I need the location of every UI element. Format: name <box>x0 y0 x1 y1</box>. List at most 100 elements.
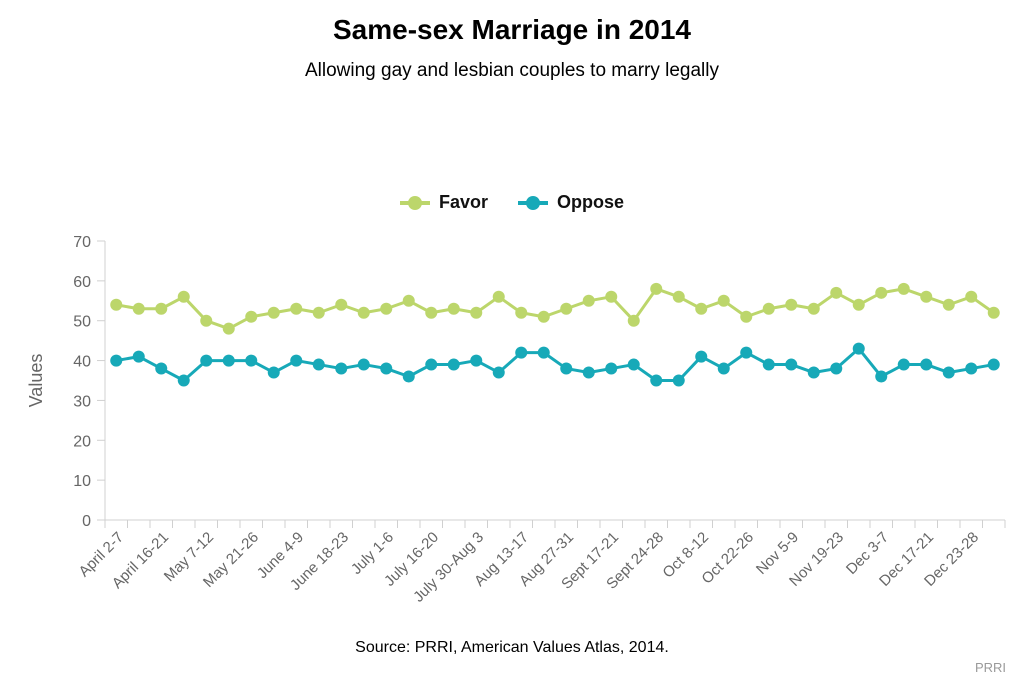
legend-dot-oppose <box>526 195 540 210</box>
data-point-favor <box>717 294 730 307</box>
data-point-favor <box>425 306 438 319</box>
data-point-oppose <box>132 350 145 363</box>
data-point-favor <box>312 306 325 319</box>
data-point-oppose <box>785 358 798 371</box>
data-point-favor <box>267 306 280 319</box>
data-point-favor <box>785 298 798 311</box>
data-point-favor <box>897 282 910 295</box>
data-point-oppose <box>515 346 528 359</box>
data-point-oppose <box>312 358 325 371</box>
legend-label-favor: Favor <box>438 192 488 212</box>
source-note: Source: PRRI, American Values Atlas, 201… <box>355 639 669 656</box>
data-point-oppose <box>672 374 685 387</box>
data-point-favor <box>650 282 663 295</box>
data-point-favor <box>830 286 843 299</box>
data-point-favor <box>290 302 303 315</box>
data-point-oppose <box>762 358 775 371</box>
data-point-oppose <box>380 362 393 375</box>
data-point-favor <box>695 302 708 315</box>
y-tick-label: 30 <box>73 393 91 410</box>
data-point-oppose <box>695 350 708 363</box>
data-point-favor <box>852 298 865 311</box>
y-tick-label: 50 <box>73 314 91 331</box>
data-point-oppose <box>582 366 595 379</box>
y-tick-label: 10 <box>73 473 91 490</box>
data-point-favor <box>492 290 505 303</box>
data-point-oppose <box>177 374 190 387</box>
data-point-favor <box>987 306 1000 319</box>
data-point-oppose <box>200 354 213 367</box>
chart-title: Same-sex Marriage in 2014 <box>333 14 691 45</box>
data-point-favor <box>627 314 640 327</box>
data-point-oppose <box>222 354 235 367</box>
data-point-oppose <box>470 354 483 367</box>
data-point-oppose <box>447 358 460 371</box>
data-point-oppose <box>650 374 663 387</box>
data-point-oppose <box>875 370 888 383</box>
data-point-oppose <box>425 358 438 371</box>
data-point-favor <box>605 290 618 303</box>
y-axis-title: Values <box>26 354 46 408</box>
data-point-favor <box>447 302 460 315</box>
legend-item-oppose[interactable]: Oppose <box>518 192 624 213</box>
data-point-oppose <box>605 362 618 375</box>
data-point-favor <box>402 294 415 307</box>
y-tick-label: 40 <box>73 354 91 371</box>
data-point-oppose <box>965 362 978 375</box>
legend-marker-favor <box>399 195 430 210</box>
data-point-favor <box>807 302 820 315</box>
data-point-oppose <box>335 362 348 375</box>
legend-label-oppose: Oppose <box>557 192 625 212</box>
data-point-oppose <box>807 366 820 379</box>
credit-label: PRRI <box>974 660 1006 675</box>
data-point-favor <box>740 310 753 323</box>
data-point-oppose <box>492 366 505 379</box>
data-point-favor <box>335 298 348 311</box>
data-point-oppose <box>852 342 865 355</box>
data-point-favor <box>942 298 955 311</box>
data-point-oppose <box>110 354 123 367</box>
data-point-oppose <box>560 362 573 375</box>
data-point-favor <box>762 302 775 315</box>
data-point-oppose <box>942 366 955 379</box>
series-layer <box>110 282 1000 387</box>
data-point-favor <box>515 306 528 319</box>
data-point-favor <box>222 322 235 335</box>
data-point-favor <box>200 314 213 327</box>
y-tick-label: 70 <box>73 234 91 251</box>
data-point-oppose <box>357 358 370 371</box>
data-point-favor <box>582 294 595 307</box>
data-point-oppose <box>290 354 303 367</box>
data-point-oppose <box>987 358 1000 371</box>
data-point-oppose <box>245 354 258 367</box>
data-point-oppose <box>402 370 415 383</box>
data-point-oppose <box>740 346 753 359</box>
data-point-oppose <box>920 358 933 371</box>
series-line-favor <box>115 287 995 331</box>
data-point-oppose <box>830 362 843 375</box>
chart-subtitle: Allowing gay and lesbian couples to marr… <box>304 60 719 81</box>
data-point-oppose <box>537 346 550 359</box>
data-point-favor <box>132 302 145 315</box>
data-point-favor <box>560 302 573 315</box>
data-point-favor <box>965 290 978 303</box>
data-point-favor <box>245 310 258 323</box>
data-point-oppose <box>267 366 280 379</box>
data-point-oppose <box>717 362 730 375</box>
data-point-favor <box>155 302 168 315</box>
legend-dot-favor <box>407 195 422 210</box>
data-point-favor <box>380 302 393 315</box>
data-point-oppose <box>155 362 168 375</box>
data-point-oppose <box>897 358 910 371</box>
series-line-oppose <box>115 347 995 382</box>
legend-item-favor[interactable]: Favor <box>399 192 488 213</box>
data-point-favor <box>110 298 123 311</box>
data-point-favor <box>920 290 933 303</box>
data-point-favor <box>177 290 190 303</box>
y-tick-label: 0 <box>82 513 91 530</box>
data-point-favor <box>537 310 550 323</box>
y-tick-label: 60 <box>73 274 91 291</box>
data-point-favor <box>875 286 888 299</box>
